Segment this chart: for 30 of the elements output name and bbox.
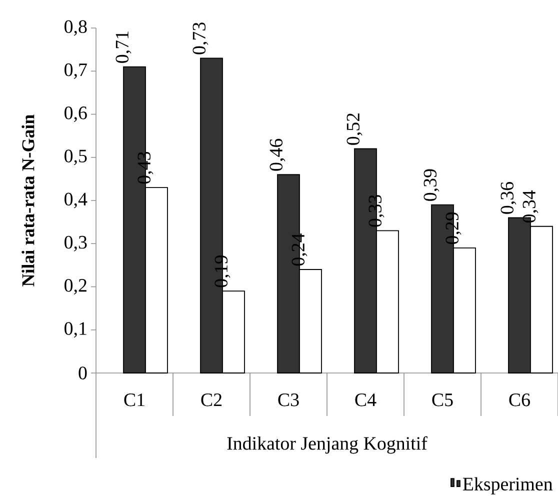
y-tick-label: 0,1 bbox=[64, 322, 86, 338]
data-label: 0,33 bbox=[368, 195, 384, 227]
y-tick-label: 0,5 bbox=[64, 150, 87, 166]
x-tick-label: C3 bbox=[278, 394, 299, 406]
data-label: 0,73 bbox=[192, 22, 208, 54]
x-tick-label: C5 bbox=[432, 394, 453, 406]
y-axis-title: Nilai rata-rata N-Gain bbox=[22, 114, 34, 286]
y-tick-label: 0,6 bbox=[64, 106, 87, 122]
data-label: 0,71 bbox=[116, 32, 132, 63]
y-tick-label: 0,4 bbox=[64, 192, 88, 208]
y-tick-label: 0,7 bbox=[64, 63, 87, 79]
y-tick-label: 0 bbox=[78, 366, 87, 380]
x-tick-label: C6 bbox=[509, 394, 530, 406]
y-tick-label: 0,2 bbox=[64, 279, 86, 294]
y-tick-label: 0,3 bbox=[64, 236, 87, 252]
data-label: 0,19 bbox=[214, 256, 230, 288]
data-label: 0,43 bbox=[138, 152, 154, 184]
data-label: 0,36 bbox=[500, 182, 516, 214]
data-label: 0,34 bbox=[522, 190, 538, 222]
x-axis-title: Indikator Jenjang Kognitif bbox=[227, 436, 428, 454]
data-label: 0,46 bbox=[270, 138, 286, 171]
data-label: 0,29 bbox=[446, 212, 462, 244]
data-label: 0,24 bbox=[292, 233, 308, 266]
x-tick-label: C1 bbox=[124, 394, 144, 406]
x-tick-label: C2 bbox=[201, 394, 222, 406]
x-tick-label: C4 bbox=[355, 394, 376, 406]
data-label: 0,52 bbox=[346, 113, 362, 145]
data-label: 0,39 bbox=[424, 169, 440, 201]
legend-label: Eksperimen bbox=[462, 477, 553, 494]
y-tick-label: 0,8 bbox=[64, 20, 87, 36]
